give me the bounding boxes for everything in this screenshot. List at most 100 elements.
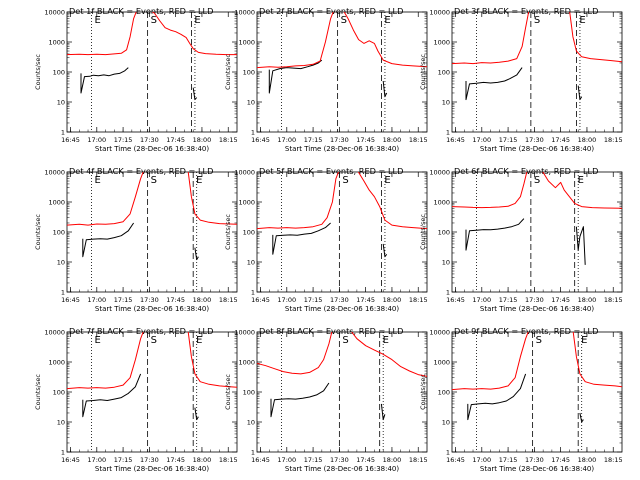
chart-title: Det 7f BLACK = Events, RED = LLD [69,326,213,336]
y-tick-label: 10 [57,419,65,427]
x-axis-label: Start Time (28-Dec-06 16:38:40) [480,305,594,313]
events-trace [465,218,525,251]
chart-title: Det 8f BLACK = Events, RED = LLD [259,326,403,336]
marker-label: E [194,15,200,26]
trace-group [67,12,237,101]
x-tick-label: 17:15 [304,136,323,144]
x-tick-label: 17:30 [525,456,544,464]
lld-trace [452,12,530,65]
y-axis-label: Counts/sec [419,54,427,90]
x-tick-label: 17:45 [551,456,570,464]
lld-trace [572,332,622,388]
x-tick-label: 18:00 [578,296,597,304]
x-tick-label: 17:30 [525,296,544,304]
events-trace [82,222,135,258]
y-tick-label: 100 [53,229,65,237]
y-tick-label: 100 [243,229,255,237]
marker-label: E [95,175,101,186]
y-tick-label: 10 [442,259,450,267]
events-trace [82,373,142,418]
y-tick-label: 10 [442,419,450,427]
marker-label: S [341,15,347,26]
x-tick-label: 17:00 [277,456,296,464]
x-axis-label: Start Time (28-Dec-06 16:38:40) [285,305,399,313]
events-trace [465,67,523,101]
lld-trace [187,332,237,388]
x-tick-label: 17:45 [166,136,185,144]
trace-group [452,12,622,101]
x-tick-label: 16:45 [251,136,270,144]
y-tick-label: 10 [442,99,450,107]
chart-panel: Det 6f BLACK = Events, RED = LLD 1 10 100 10… [419,166,623,313]
events-trace [194,247,199,261]
y-tick-label: 10000 [429,329,450,337]
events-trace [467,373,527,421]
chart-panel: Det 9f BLACK = Events, RED = LLD 1 10 100 10… [419,326,623,473]
y-tick-label: 10 [57,259,65,267]
x-tick-label: 16:45 [61,456,80,464]
y-tick-label: 10000 [44,9,65,17]
x-tick-label: 18:15 [219,296,238,304]
plot-frame [256,171,428,293]
y-tick-label: 1 [61,449,65,457]
events-trace [577,85,583,101]
x-tick-label: 17:15 [304,296,323,304]
x-axis-label: Start Time (28-Dec-06 16:38:40) [95,465,209,473]
x-tick-label: 17:15 [499,456,518,464]
events-trace [575,226,586,265]
plot-frame [451,331,623,453]
marker-label: S [342,335,348,346]
plot-frame [66,11,238,133]
x-tick-label: 17:45 [356,296,375,304]
x-axis-label: Start Time (28-Dec-06 16:38:40) [285,145,399,153]
x-tick-label: 16:45 [446,296,465,304]
x-tick-label: 17:00 [472,296,491,304]
x-tick-label: 17:15 [304,456,323,464]
plot-frame [256,11,428,133]
x-tick-label: 18:00 [193,136,212,144]
x-tick-label: 17:45 [551,136,570,144]
x-tick-label: 17:30 [140,136,159,144]
x-tick-label: 18:00 [383,296,402,304]
events-trace [272,222,331,255]
plot-frame [256,331,428,453]
x-tick-label: 17:30 [525,136,544,144]
marker-label: E [95,335,101,346]
plot-frame [451,171,623,293]
lld-trace [67,172,144,226]
x-tick-label: 18:00 [383,456,402,464]
x-tick-label: 16:45 [251,296,270,304]
x-tick-label: 16:45 [446,136,465,144]
lld-trace [569,12,622,63]
x-tick-label: 18:15 [409,136,428,144]
chart-panel: Det 4f BLACK = Events, RED = LLD 1 10 100 10… [34,166,238,313]
x-tick-label: 16:45 [61,136,80,144]
plot-frame [66,171,238,293]
x-tick-label: 17:00 [472,136,491,144]
y-tick-label: 100 [438,69,450,77]
y-tick-label: 10 [247,99,255,107]
x-axis-label: Start Time (28-Dec-06 16:38:40) [285,465,399,473]
x-tick-label: 17:00 [472,456,491,464]
y-tick-label: 10000 [234,169,255,177]
events-trace [579,412,584,423]
y-tick-label: 1000 [238,199,255,207]
marker-label: E [383,335,389,346]
y-tick-label: 100 [53,69,65,77]
y-tick-label: 1000 [48,199,65,207]
y-axis-label: Counts/sec [34,214,42,250]
x-tick-label: 18:00 [578,456,597,464]
y-tick-label: 1 [251,129,255,137]
trace-group [452,172,622,265]
y-axis-label: Counts/sec [224,374,232,410]
lld-trace [343,12,427,68]
y-axis-label: Counts/sec [419,214,427,250]
y-axis-label: Counts/sec [224,214,232,250]
x-tick-label: 18:00 [578,136,597,144]
x-tick-label: 18:15 [604,456,623,464]
y-tick-label: 1000 [238,39,255,47]
lld-trace [357,172,427,230]
x-tick-label: 17:15 [499,296,518,304]
lld-trace [452,172,528,209]
chart-panel: Det 2f BLACK = Events, RED = LLD 1 10 100 10… [224,6,428,153]
